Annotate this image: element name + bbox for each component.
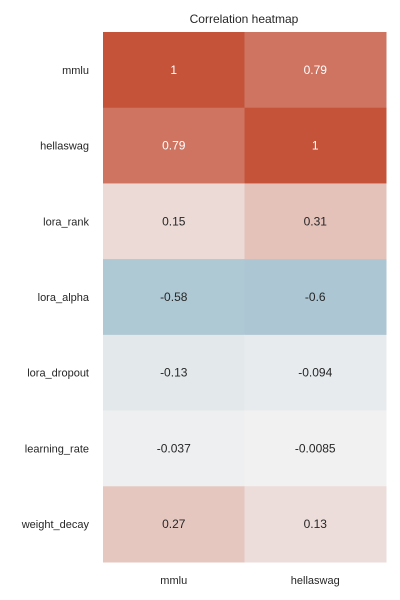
y-axis-labels: mmlu hellaswag lora_rank lora_alpha lora_dro… [21,65,90,531]
heatmap-cell-hellaswag-hellaswag [244,107,387,184]
cell-value-label: 0.15 [162,214,186,228]
cell-value-label: 0.79 [304,63,328,77]
y-tick-label-weight-decay: weight_decay [21,519,90,531]
heatmap-cell-lora-rank-hellaswag [244,183,387,260]
heatmap-cells: 1 0.79 0.79 1 0.15 0.31 -0.58 -0.6 -0.13 -0.094 -0… [103,32,387,563]
cell-value-label: 1 [170,63,177,77]
y-tick-label-hellaswag: hellaswag [40,141,89,153]
cell-value-label: -0.0085 [295,441,336,455]
cell-value-label: 0.31 [304,214,328,228]
heatmap-cell-weight-decay-hellaswag [244,486,387,563]
cell-value-label: -0.13 [160,366,188,380]
cell-value-label: 0.27 [162,517,186,531]
heatmap-cell-lora-dropout-mmlu [103,334,245,412]
cell-value-label: -0.6 [305,290,326,304]
heatmap-cell-lora-dropout-hellaswag [244,334,387,412]
heatmap-cell-mmlu-hellaswag [244,32,387,109]
y-tick-label-lora-dropout: lora_dropout [27,368,89,380]
chart-title: Correlation heatmap [190,12,299,26]
cell-value-label: 0.13 [304,517,328,531]
x-axis-labels: mmlu hellaswag [160,575,339,587]
y-tick-label-mmlu: mmlu [62,65,89,77]
y-tick-label-lora-alpha: lora_alpha [38,292,90,304]
x-tick-label-hellaswag: hellaswag [291,575,340,587]
heatmap-cell-lora-rank-mmlu [103,183,245,260]
cell-value-label: -0.094 [298,366,332,380]
y-tick-label-learning-rate: learning_rate [25,443,89,455]
heatmap-cell-hellaswag-mmlu [103,107,245,184]
y-tick-label-lora-rank: lora_rank [43,216,89,228]
heatmap-cell-mmlu-mmlu [103,32,245,109]
cell-value-label: -0.58 [160,290,188,304]
x-tick-label-mmlu: mmlu [160,575,187,587]
heatmap-cell-lora-alpha-hellaswag [244,259,387,336]
heatmap-cell-lora-alpha-mmlu [103,259,245,336]
cell-value-label: -0.037 [157,441,191,455]
heatmap-cell-learning-rate-hellaswag [244,410,387,487]
cell-value-label: 0.79 [162,139,186,153]
cell-value-label: 1 [312,139,319,153]
heatmap-cell-weight-decay-mmlu [103,486,245,563]
heatmap-cell-learning-rate-mmlu [103,410,245,487]
